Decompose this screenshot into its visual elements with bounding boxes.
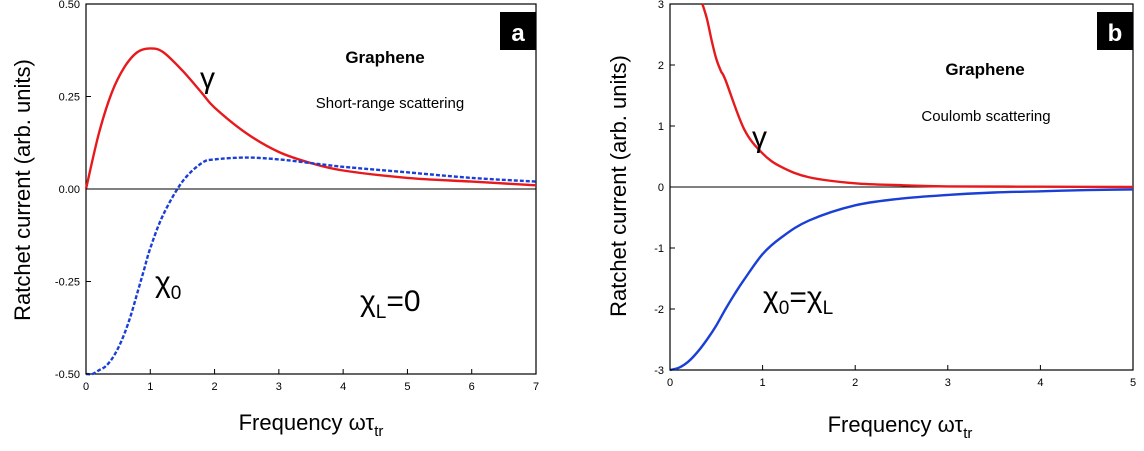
panel-a-annotation: χL=0 — [360, 285, 421, 323]
panel-a: 0 1 2 3 4 5 6 7 -0.50 -0.25 0.00 0.25 0.50 a Graphe… — [10, 0, 539, 440]
panel-a-annotation-tail: =0 — [386, 285, 420, 318]
panel-a-y-tick-label: 0.25 — [59, 92, 80, 104]
panel-a-chi0-symbol: χ — [155, 266, 171, 299]
panel-a-chi0-sub: 0 — [171, 283, 182, 304]
panel-b-y-tick-label: 0 — [658, 182, 664, 194]
panel-b-x-axis-title-main: Frequency ωτ — [828, 412, 964, 437]
panel-a-x-tick-label: 2 — [212, 381, 218, 393]
panel-a-series-gamma-line — [84, 47, 537, 190]
panel-a-chi0-label: χ0 — [155, 266, 181, 304]
panel-b-chi-label: χ0=χL — [763, 281, 833, 319]
panel-b-subtitle: Coulomb scattering — [921, 108, 1050, 125]
panel-b-chi-tail: =χ — [789, 281, 823, 314]
panel-a-x-axis-title: Frequency ωτtr — [239, 410, 384, 440]
panel-a-y-ticks: -0.50 -0.25 0.00 0.25 0.50 — [55, 0, 91, 381]
panel-b-x-tick-label: 2 — [852, 377, 858, 389]
panel-a-series-chi0-line — [85, 156, 537, 376]
panel-a-subtitle: Short-range scattering — [316, 95, 464, 112]
panel-b-y-tick-label: -3 — [654, 365, 664, 377]
panel-a-letter-box — [500, 12, 536, 50]
panel-a-curves — [84, 47, 537, 376]
panel-b-curves — [669, 3, 1134, 372]
panel-a-y-tick-label: 0.50 — [59, 0, 80, 11]
panel-b-gamma-label: γ — [752, 121, 767, 154]
panel-a-x-tick-label: 6 — [469, 381, 475, 393]
panel-a-x-ticks: 0 1 2 3 4 5 6 7 — [83, 369, 539, 393]
panel-a-title: Graphene — [345, 48, 424, 67]
panel-a-y-tick-label: 0.00 — [59, 184, 80, 196]
panel-b-y-tick-label: 2 — [658, 60, 664, 72]
panel-b-x-tick-label: 0 — [667, 377, 673, 389]
panel-a-x-tick-label: 3 — [276, 381, 282, 393]
panel-b-x-axis-title: Frequency ωτtr — [828, 412, 973, 442]
panel-b-y-tick-label: 3 — [658, 0, 664, 11]
panel-b-y-tick-label: 1 — [658, 121, 664, 133]
panel-b-x-ticks: 0 1 2 3 4 5 — [667, 365, 1136, 389]
panel-b-y-tick-label: -2 — [654, 304, 664, 316]
panel-a-x-axis-title-main: Frequency ωτ — [239, 410, 375, 435]
panel-b-x-axis-title-sub: tr — [963, 425, 972, 442]
panel-b-chi0-symbol: χ — [763, 281, 779, 314]
panel-b-x-tick-label: 3 — [945, 377, 951, 389]
panel-a-gamma-label: γ — [200, 62, 215, 95]
panel-b-y-ticks: -3 -2 -1 0 1 2 3 — [654, 0, 675, 377]
panel-b-letter-box — [1097, 12, 1133, 50]
panel-b-x-tick-label: 4 — [1037, 377, 1043, 389]
panel-a-x-tick-label: 0 — [83, 381, 89, 393]
panel-b-title: Graphene — [945, 60, 1024, 79]
panel-b-series-chi0-line — [669, 188, 1134, 372]
panel-b-y-tick-label: -1 — [654, 243, 664, 255]
panel-b-chi0-sub: 0 — [779, 298, 790, 319]
panel-a-x-tick-label: 5 — [404, 381, 410, 393]
panel-a-y-axis-title: Ratchet current (arb. units) — [10, 59, 35, 321]
panel-a-y-tick-label: -0.50 — [55, 369, 80, 381]
panel-a-annotation-sub: L — [376, 302, 387, 323]
panel-b: 0 1 2 3 4 5 -3 -2 -1 0 1 2 3 b Graphene Coulomb sca… — [606, 0, 1136, 442]
panel-a-annotation-symbol: χ — [360, 285, 376, 318]
panel-b-letter: b — [1108, 20, 1123, 47]
panel-a-x-axis-title-sub: tr — [374, 423, 383, 440]
panel-b-x-tick-label: 1 — [760, 377, 766, 389]
panel-a-x-tick-label: 7 — [533, 381, 539, 393]
panel-a-letter: a — [511, 20, 525, 47]
panel-b-chi-tail-sub: L — [823, 298, 834, 319]
panel-a-x-tick-label: 1 — [147, 381, 153, 393]
panel-b-y-axis-title: Ratchet current (arb. units) — [606, 55, 631, 317]
panel-a-x-tick-label: 4 — [340, 381, 346, 393]
panel-b-series-gamma-line — [701, 3, 1134, 189]
panel-a-y-tick-label: -0.25 — [55, 277, 80, 289]
panel-b-x-tick-label: 5 — [1130, 377, 1136, 389]
